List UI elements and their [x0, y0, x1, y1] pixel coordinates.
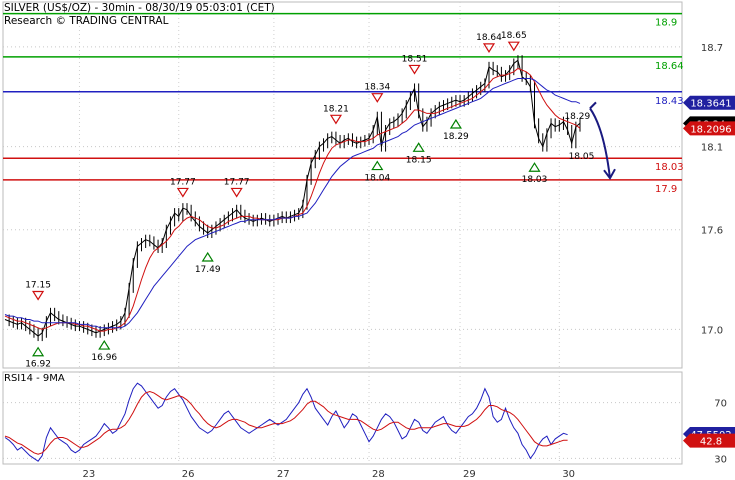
swing-low-label: 17.49: [195, 265, 221, 275]
swing-low-label: 18.15: [406, 155, 432, 165]
x-tick-label: 26: [182, 469, 195, 480]
swing-label: 18.05: [569, 152, 595, 162]
swing-low-label: 18.04: [364, 174, 390, 184]
swing-high-marker: [329, 114, 343, 125]
price-series-line: [4, 59, 581, 337]
swing-high-label: 18.34: [364, 83, 390, 93]
price-tag-bg: [683, 95, 735, 110]
swing-low-label: 16.96: [91, 353, 117, 363]
swing-low-label: 16.92: [25, 360, 51, 370]
forecast-arrow-head: [603, 168, 616, 181]
swing-high-marker: [507, 41, 520, 52]
y-tick-label: 18.1: [701, 143, 723, 154]
x-tick-label: 28: [372, 469, 385, 480]
main-panel-frame: [2, 1, 683, 369]
swing-label: 18.29: [564, 112, 590, 122]
swing-high-label: 18.21: [323, 104, 349, 114]
price-tag-bg: [683, 121, 735, 136]
swing-high-marker: [230, 187, 243, 198]
swing-low-marker: [412, 142, 425, 152]
swing-low-label: 18.03: [522, 175, 548, 185]
swing-high-marker: [408, 64, 421, 75]
x-tick-label: 27: [277, 469, 290, 480]
y-tick-label: 17.0: [701, 325, 723, 336]
swing-low-marker: [201, 251, 214, 262]
rsi-tag: 42.8: [700, 437, 722, 448]
y-tick-label: 18.7: [701, 43, 723, 54]
swing-high-label: 18.65: [501, 31, 527, 41]
swing-low-marker: [528, 162, 541, 172]
swing-low-marker: [371, 160, 384, 171]
level-label: 18.43: [655, 96, 684, 107]
chart-subtitle: Research © TRADING CENTRAL: [4, 15, 169, 27]
swing-high-marker: [176, 187, 189, 198]
level-label: 17.9: [655, 184, 677, 195]
swing-high-marker: [371, 93, 384, 103]
price-tag: 18.3641: [690, 99, 731, 110]
ma-slow-line: [4, 78, 581, 329]
swing-high-label: 17.77: [170, 177, 196, 187]
ma-fast-line: [4, 67, 581, 332]
swing-high-marker: [482, 43, 496, 53]
rsi-line: [4, 382, 568, 462]
swing-low-marker: [32, 346, 45, 357]
swing-high-label: 17.77: [224, 177, 250, 187]
swing-high-label: 17.15: [25, 281, 51, 291]
price-tag: 18.2096: [690, 124, 731, 135]
rsi-panel-title: RSI14 - 9MA: [4, 373, 65, 384]
x-tick-label: 29: [463, 469, 476, 480]
x-tick-label: 30: [562, 469, 575, 480]
swing-low-marker: [98, 339, 111, 350]
rsi-panel-frame: [2, 371, 683, 465]
rsi-y-tick-label: 70: [714, 399, 727, 410]
y-tick-label: 17.6: [701, 226, 723, 237]
level-label: 18.03: [655, 162, 684, 173]
swing-high-label: 18.51: [402, 54, 428, 64]
forecast-arrow: [589, 101, 611, 179]
swing-high-marker: [32, 290, 45, 301]
x-tick-label: 23: [82, 469, 95, 480]
rsi-y-tick-label: 30: [714, 454, 727, 465]
level-label: 18.9: [655, 18, 677, 29]
level-label: 18.64: [655, 61, 684, 72]
rsi-ma-line: [4, 390, 568, 455]
chart-title: SILVER (US$/OZ) - 30min - 08/30/19 05:03…: [4, 2, 275, 14]
swing-high-label: 18.64: [476, 33, 502, 43]
rsi-tag-bg: [683, 433, 735, 448]
swing-low-marker: [449, 118, 462, 129]
swing-low-label: 18.29: [443, 132, 469, 142]
